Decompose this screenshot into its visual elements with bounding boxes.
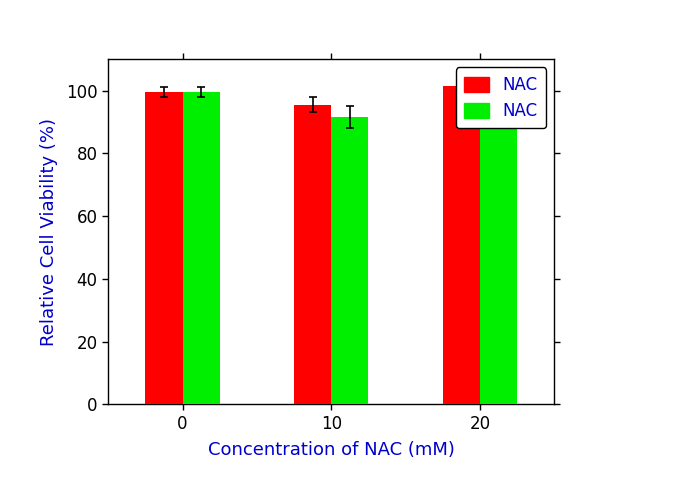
Bar [145, 92, 183, 404]
X-axis label: Concentration of NAC (mM): Concentration of NAC (mM) [208, 441, 455, 459]
Bar [480, 87, 517, 404]
Bar [294, 105, 331, 404]
Y-axis label: Relative Cell Viability (%): Relative Cell Viability (%) [40, 118, 57, 346]
Legend: NAC, NAC: NAC, NAC [456, 68, 546, 129]
Bar [183, 92, 220, 404]
Bar [443, 86, 480, 404]
Bar [331, 117, 368, 404]
